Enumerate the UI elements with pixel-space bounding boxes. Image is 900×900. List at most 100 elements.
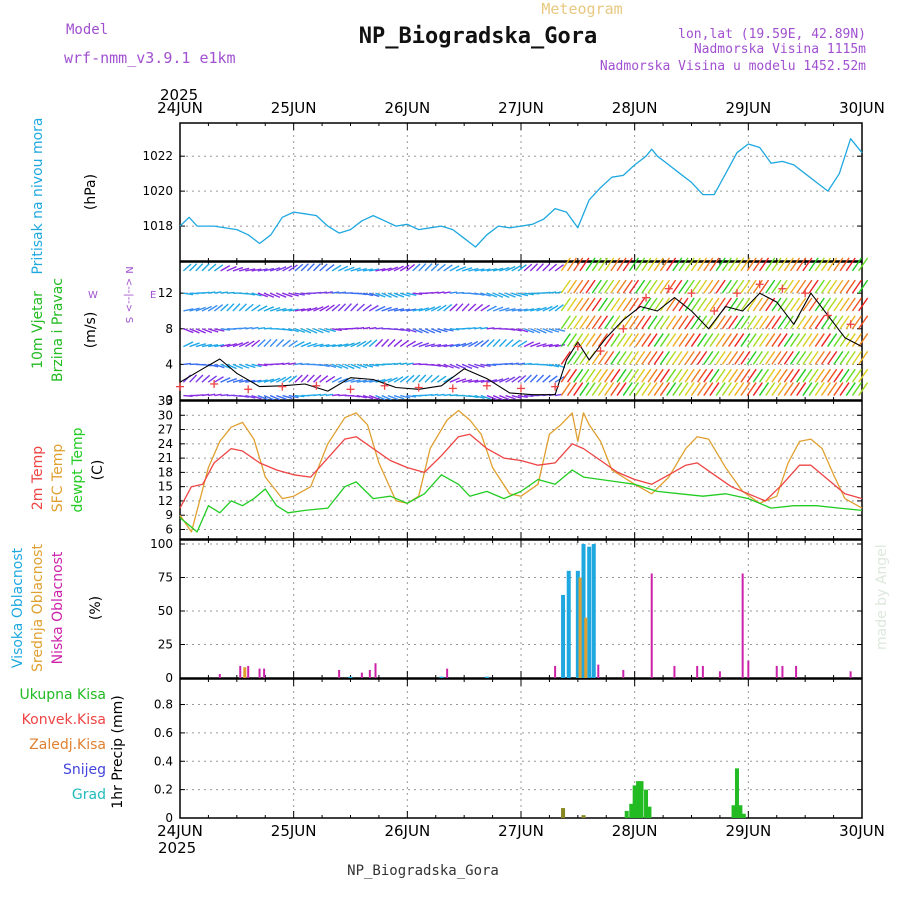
wind-barb [325, 304, 335, 312]
wind-barb [666, 297, 677, 312]
ytick-label: 4 [165, 357, 173, 371]
wind-barb [839, 257, 850, 272]
wind-barb [505, 308, 516, 312]
wind-barb [449, 303, 458, 312]
wind-barb [858, 382, 869, 396]
wind-barb [523, 328, 535, 334]
wind-barb [536, 343, 547, 348]
wind-barb [362, 394, 374, 400]
wind-barb [597, 257, 609, 272]
wind-barb [331, 303, 341, 312]
wind-barb [208, 344, 219, 348]
wind-barb [721, 257, 732, 272]
wind-barb [511, 339, 521, 348]
wind-barb [597, 315, 609, 330]
cloud-bar [258, 668, 261, 678]
wind-barb [635, 368, 646, 383]
wind-barb [331, 328, 342, 332]
wind-barb [697, 257, 708, 272]
wind-barb [746, 382, 757, 396]
wind-barb [412, 292, 423, 296]
wind-barb [554, 363, 566, 369]
wind-barb [715, 279, 726, 294]
wind-barb [381, 292, 392, 298]
wind-barb [195, 328, 206, 334]
wind-barb [294, 374, 303, 383]
wind-barb [703, 315, 714, 330]
wind-barb [251, 394, 262, 400]
wind-barb [542, 328, 553, 334]
cloud-ylabel3: Niska Oblacnost [50, 551, 66, 664]
wind-barb [622, 382, 633, 396]
wind-grid: 0 4 8 12 [158, 261, 863, 407]
wind-barb [833, 279, 844, 294]
cloud-bar [622, 669, 625, 678]
wind-barb [356, 394, 367, 399]
wind-barb [213, 304, 224, 312]
wind-barb [566, 315, 578, 330]
wind-barb [437, 291, 445, 294]
ytick-label: 0.6 [154, 726, 173, 740]
wind-barb [758, 279, 770, 294]
cloud-grid: 0 25 50 75 100 [150, 537, 863, 685]
wind-barb [542, 343, 553, 348]
ytick-label: 24 [158, 437, 173, 451]
wind-barb [721, 315, 732, 330]
wind-barb [839, 297, 850, 312]
wind-barb [672, 368, 683, 383]
wind-barb [288, 308, 299, 312]
temp-units: (C) [90, 460, 106, 481]
wind-barb [771, 368, 782, 383]
wind-barb [313, 393, 321, 397]
wind-barb [560, 333, 571, 347]
wind-barb [393, 339, 403, 348]
wind-barb [647, 382, 658, 396]
wind-barb [282, 375, 292, 383]
wind-barb [734, 257, 745, 272]
wind-barb [226, 343, 237, 348]
wind-barb [480, 394, 491, 400]
wind-barb [727, 257, 739, 272]
compass-north: N [123, 266, 134, 273]
wind-barb [331, 393, 340, 397]
wind-barb [727, 368, 739, 383]
wind-barb [740, 315, 751, 330]
cloud-bar [554, 665, 557, 678]
wind-barb [635, 382, 646, 396]
wind-barb [765, 315, 776, 330]
wind-barb [721, 368, 732, 383]
wind-barb [690, 333, 701, 347]
wind-barb [777, 382, 788, 396]
wind-barb [560, 297, 571, 312]
wind-barb [758, 382, 770, 396]
wind-barb [300, 307, 312, 312]
wind-barb [746, 297, 757, 312]
wind-barb [369, 326, 377, 330]
wind-barb [239, 327, 247, 330]
wind-barb [746, 279, 757, 294]
wind-barb [653, 257, 664, 272]
wind-barb [201, 263, 210, 272]
wind-barb [647, 368, 658, 383]
wind-barb [827, 297, 838, 312]
cloud-bar [701, 665, 704, 678]
wind-barb [628, 350, 640, 365]
wind-barb [709, 368, 720, 383]
wind-barb [641, 382, 652, 396]
wind-barb [369, 363, 380, 367]
cloud-ylabel2: Srednja Oblacnost [30, 544, 46, 672]
wind-barb [777, 257, 788, 272]
wind-barb [263, 338, 272, 348]
wind-barb [350, 267, 361, 272]
wind-barb [858, 368, 869, 383]
wind-barb [226, 363, 237, 370]
wind-barb [622, 257, 633, 272]
wind-barb [573, 368, 584, 383]
wind-barb [579, 257, 590, 272]
wind-barb [690, 382, 701, 396]
wind-barb [690, 368, 701, 383]
wind-barb [752, 279, 763, 294]
wind-barb [672, 257, 683, 272]
wind-barb [245, 268, 256, 272]
wind-barb [616, 257, 627, 272]
